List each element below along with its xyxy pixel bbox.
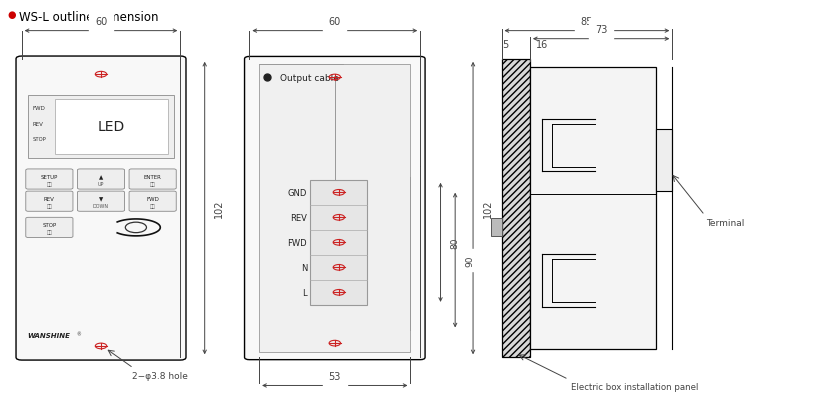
- Text: 102: 102: [483, 199, 493, 218]
- Text: REV: REV: [290, 213, 307, 222]
- Text: 停止: 停止: [47, 230, 52, 235]
- FancyBboxPatch shape: [245, 57, 425, 360]
- Bar: [310, 180, 367, 305]
- Text: 60: 60: [95, 17, 107, 27]
- Text: 73: 73: [595, 25, 607, 35]
- Text: 5: 5: [503, 40, 508, 50]
- FancyBboxPatch shape: [78, 192, 125, 212]
- Text: FWD: FWD: [33, 106, 45, 111]
- Text: 102: 102: [215, 199, 224, 218]
- Text: 设定: 设定: [47, 181, 52, 186]
- FancyBboxPatch shape: [16, 57, 186, 360]
- Text: STOP: STOP: [42, 223, 56, 228]
- FancyBboxPatch shape: [26, 192, 73, 212]
- Text: UP: UP: [98, 181, 104, 186]
- Text: Electric box installation panel: Electric box installation panel: [571, 382, 698, 391]
- Bar: [656, 130, 672, 192]
- Text: 反转: 反转: [47, 204, 52, 209]
- Bar: [530, 68, 656, 350]
- Text: N: N: [301, 263, 307, 272]
- Text: 60: 60: [329, 17, 341, 27]
- Text: FWD: FWD: [287, 238, 307, 247]
- Text: 正转: 正转: [150, 204, 156, 209]
- Text: ENTER: ENTER: [144, 175, 162, 179]
- Bar: [491, 219, 502, 237]
- Text: ®: ®: [76, 332, 81, 337]
- Text: FWD: FWD: [146, 196, 159, 202]
- Text: 90: 90: [465, 255, 474, 266]
- Text: ▲: ▲: [99, 175, 103, 179]
- Text: ▼: ▼: [99, 196, 103, 202]
- Text: 85: 85: [581, 17, 593, 27]
- Text: Output cable: Output cable: [280, 73, 339, 82]
- Text: 2−φ3.8 hole: 2−φ3.8 hole: [132, 371, 188, 380]
- Text: Terminal: Terminal: [707, 219, 745, 228]
- Text: REV: REV: [33, 122, 43, 126]
- Text: SETUP: SETUP: [41, 175, 58, 179]
- Text: L: L: [303, 288, 307, 297]
- Text: WS-L outline dimension: WS-L outline dimension: [20, 11, 159, 24]
- Text: GND: GND: [288, 188, 307, 197]
- Text: DOWN: DOWN: [93, 204, 109, 209]
- Text: 确定: 确定: [150, 181, 156, 186]
- FancyBboxPatch shape: [78, 170, 125, 190]
- FancyBboxPatch shape: [26, 170, 73, 190]
- Text: ●: ●: [8, 10, 16, 20]
- Text: 53: 53: [329, 371, 341, 381]
- Bar: [502, 60, 530, 357]
- Text: 16: 16: [536, 40, 548, 50]
- FancyBboxPatch shape: [26, 218, 73, 238]
- FancyBboxPatch shape: [129, 170, 176, 190]
- Text: 80: 80: [450, 237, 459, 248]
- FancyBboxPatch shape: [129, 192, 176, 212]
- Bar: [259, 64, 410, 352]
- Text: REV: REV: [44, 196, 55, 202]
- Text: WANSHINE: WANSHINE: [28, 332, 70, 338]
- Text: STOP: STOP: [33, 137, 46, 142]
- Text: LED: LED: [98, 120, 125, 134]
- Bar: [29, 96, 174, 158]
- Bar: [55, 100, 168, 154]
